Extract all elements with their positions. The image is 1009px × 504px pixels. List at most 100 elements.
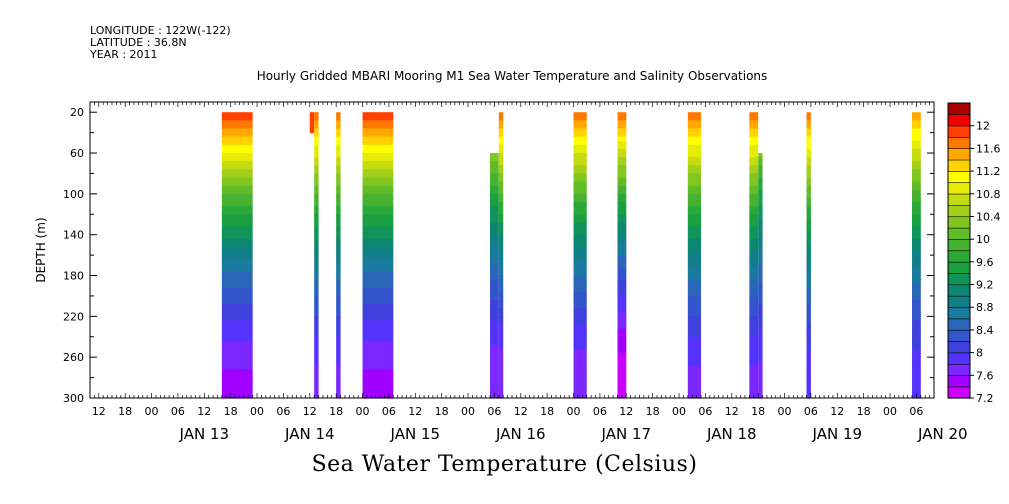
contour-band <box>314 246 319 252</box>
contour-band <box>806 206 811 211</box>
contour-band <box>221 161 253 166</box>
contour-band <box>573 144 587 150</box>
contour-band <box>687 173 702 179</box>
contour-band <box>749 251 759 256</box>
contour-band <box>806 161 811 166</box>
contour-band <box>749 316 759 322</box>
contour-band <box>617 365 627 371</box>
contour-band <box>362 251 394 256</box>
contour-band <box>617 361 627 366</box>
contour-band <box>573 344 587 350</box>
contour-band <box>362 185 394 191</box>
contour-band <box>362 112 394 117</box>
contour-band <box>490 234 499 240</box>
colorbar-label: 11.2 <box>976 165 1001 178</box>
contour-band <box>758 173 763 179</box>
contour-band <box>758 181 763 187</box>
contour-band <box>806 181 811 187</box>
contour-band <box>309 128 315 134</box>
contour-band <box>749 353 759 358</box>
contour-band <box>498 275 504 281</box>
contour-band <box>362 246 394 252</box>
contour-band <box>806 283 811 289</box>
contour-band <box>221 140 253 146</box>
colorbar-label: 9.2 <box>976 279 994 292</box>
contour-band <box>749 181 759 187</box>
contour-band <box>573 234 587 240</box>
contour-band <box>806 132 811 138</box>
contour-band <box>912 328 921 334</box>
contour-band <box>336 120 341 126</box>
contour-band <box>912 173 921 179</box>
contour-band <box>221 300 253 305</box>
contour-band <box>362 389 394 395</box>
contour-band <box>749 377 759 383</box>
contour-band <box>314 365 319 371</box>
contour-band <box>687 185 702 191</box>
contour-band <box>314 373 319 379</box>
contour-band <box>490 206 499 211</box>
contour-band <box>912 357 921 362</box>
contour-band <box>573 112 587 117</box>
x-hour-label: 00 <box>461 405 475 418</box>
contour-band <box>498 287 504 293</box>
contour-band <box>573 185 587 191</box>
contour-band <box>806 263 811 268</box>
colorbar-swatch <box>947 363 971 376</box>
colorbar-swatch <box>947 329 971 342</box>
contour-band <box>336 251 341 256</box>
colorbar-label: 9.6 <box>976 256 994 269</box>
contour-band <box>912 353 921 358</box>
contour-band <box>221 357 253 362</box>
contour-band <box>498 267 504 273</box>
contour-band <box>573 361 587 366</box>
contour-band <box>749 157 759 162</box>
contour-band <box>362 140 394 146</box>
contour-band <box>617 206 627 211</box>
contour-band <box>490 251 499 256</box>
contour-band <box>687 336 702 342</box>
contour-band <box>362 234 394 240</box>
contour-band <box>912 234 921 240</box>
contour-band <box>314 385 319 391</box>
contour-band <box>362 263 394 268</box>
contour-band <box>314 357 319 362</box>
contour-band <box>336 181 341 187</box>
contour-band <box>314 283 319 289</box>
contour-band <box>749 124 759 130</box>
contour-band <box>749 169 759 175</box>
contour-band <box>912 214 921 219</box>
contour-band <box>314 320 319 326</box>
contour-band <box>687 189 702 195</box>
contour-band <box>617 132 627 138</box>
contour-band <box>573 177 587 183</box>
contour-band <box>687 214 702 219</box>
contour-band <box>912 222 921 228</box>
contour-band <box>362 177 394 183</box>
contour-band <box>749 197 759 203</box>
contour-band <box>617 381 627 387</box>
contour-band <box>912 373 921 379</box>
contour-band <box>498 369 504 375</box>
contour-band <box>336 300 341 305</box>
contour-band <box>912 271 921 277</box>
contour-band <box>617 373 627 379</box>
contour-band <box>806 291 811 297</box>
contour-band <box>687 116 702 121</box>
contour-band <box>336 140 341 146</box>
contour-band <box>336 206 341 211</box>
contour-band <box>617 271 627 277</box>
contour-band <box>362 365 394 371</box>
contour-band <box>912 242 921 248</box>
contour-band <box>749 295 759 301</box>
contour-band <box>336 112 341 117</box>
data-area <box>221 112 921 399</box>
contour-band <box>221 242 253 248</box>
contour-band <box>336 271 341 277</box>
contour-band <box>498 332 504 338</box>
x-hour-label: 06 <box>909 405 923 418</box>
contour-band <box>362 373 394 379</box>
contour-band <box>362 136 394 142</box>
contour-band <box>749 336 759 342</box>
contour-band <box>490 312 499 317</box>
